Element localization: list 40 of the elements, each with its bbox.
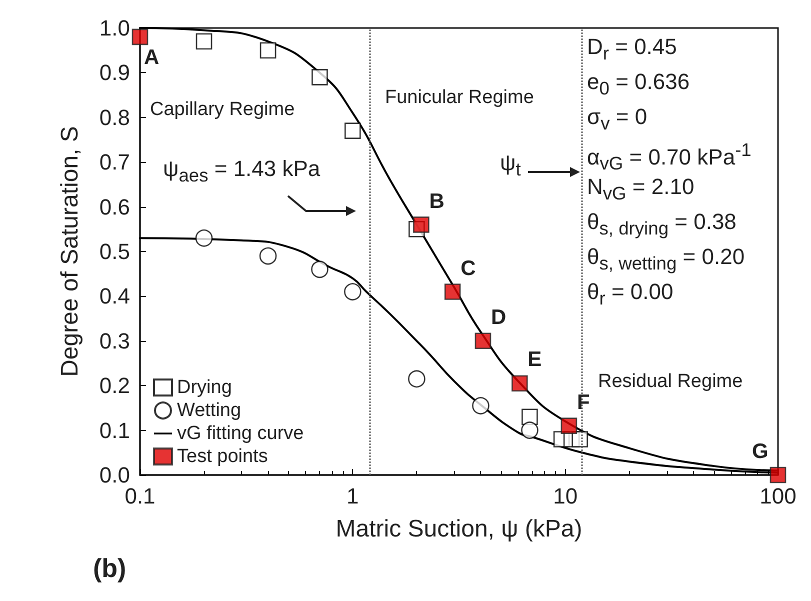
annotation: E <box>528 348 542 372</box>
annotation: G <box>752 440 768 463</box>
y-tick-label: 1.0 <box>99 16 130 40</box>
annotation: θ$_{r}$ = 0.00 <box>587 279 674 308</box>
x-tick-label: 100 <box>760 484 796 508</box>
annotation: Capillary Regime <box>150 99 295 120</box>
y-tick-label: 0.9 <box>99 60 130 86</box>
annotation: Residual Regime <box>598 371 743 392</box>
annotation: F <box>576 390 590 414</box>
y-tick-label: 0.6 <box>99 194 130 220</box>
x-axis-title: Matric Suction, ψ (kPa) <box>336 516 582 542</box>
y-tick-label: 0.8 <box>99 104 130 130</box>
annotation: α$_{vG}$ = 0.70 kPa$^{-1}$ <box>587 139 752 174</box>
x-tick-label: 10 <box>553 484 578 508</box>
y-tick-label: 0.5 <box>99 239 130 264</box>
annotation: ψ$_{aes}$ = 1.43 kPa <box>163 156 320 186</box>
y-tick-label: 0.7 <box>99 150 130 175</box>
legend-label: vG fitting curve <box>177 423 304 444</box>
annotation: N$_{vG}$ = 2.10 <box>587 174 694 204</box>
y-tick-label: 0.3 <box>99 328 130 354</box>
annotation: e$_{0}$ = 0.636 <box>587 69 690 98</box>
annotation: θ$_{s, drying}$ = 0.38 <box>587 209 736 238</box>
annotation: D <box>490 306 506 329</box>
annotation: ψ$_{t}$ <box>500 150 521 180</box>
legend-label: Test points <box>177 446 268 467</box>
annotation: Funicular Regime <box>385 87 534 108</box>
y-tick-label: 0.4 <box>99 284 130 309</box>
annotation: σ$_{v}$ = 0 <box>587 104 648 134</box>
text: (b) <box>93 553 126 583</box>
annotation: B <box>429 190 444 213</box>
annotation: A <box>144 46 160 69</box>
x-tick-label: 1 <box>346 484 359 508</box>
annotation: C <box>460 256 476 280</box>
legend-label: Wetting <box>177 400 242 421</box>
y-tick-label: 0.1 <box>99 418 130 443</box>
legend-label: Drying <box>177 377 232 398</box>
annotation: θ$_{s, wetting}$ = 0.20 <box>587 244 745 274</box>
annotation: D$_{r}$ = 0.45 <box>587 34 677 64</box>
y-tick-label: 0.2 <box>99 373 130 398</box>
y-axis-title: Degree of Saturation, S <box>56 126 84 377</box>
